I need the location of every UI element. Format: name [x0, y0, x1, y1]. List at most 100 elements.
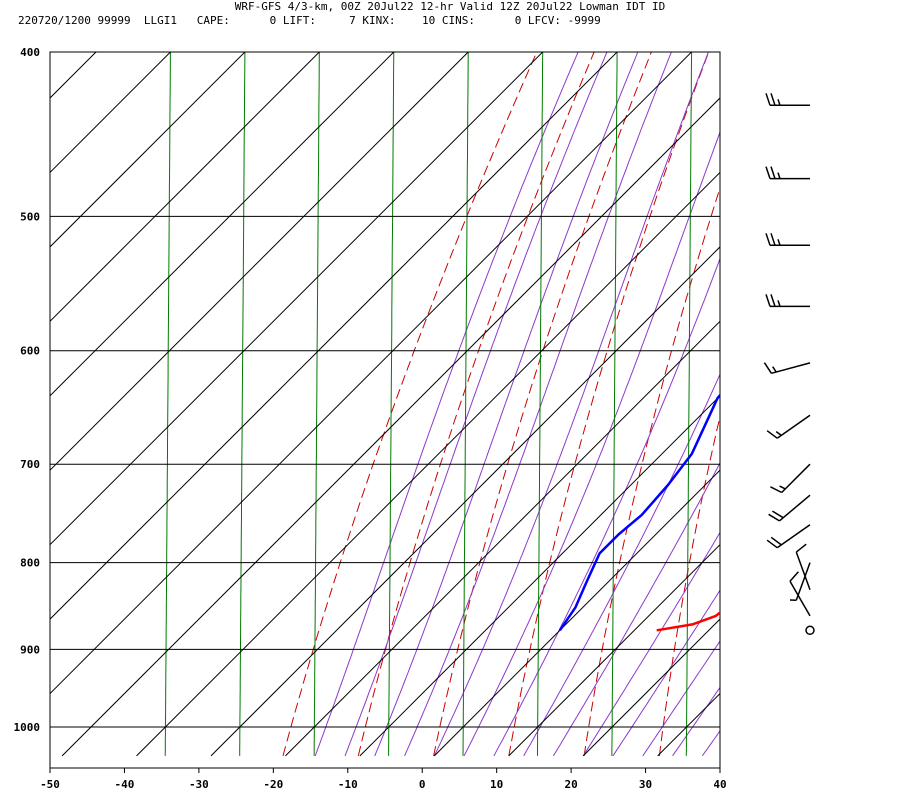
x-tick-label: 10	[490, 778, 503, 791]
barb-half-flag	[777, 99, 781, 106]
barb-staff	[795, 562, 811, 601]
isotherm	[433, 469, 720, 757]
barb-flag	[765, 233, 771, 246]
barb-flag	[770, 166, 776, 179]
wind-barb	[770, 463, 811, 494]
y-tick-label: 400	[20, 46, 40, 59]
isotherm	[50, 52, 246, 248]
barb-flag	[765, 93, 771, 106]
dry-adiabat	[885, 33, 900, 756]
wind-barb	[765, 294, 810, 308]
isotherm	[50, 52, 321, 323]
wind-barb	[789, 571, 811, 617]
barb-staff	[789, 580, 811, 617]
mixing-ratio-line	[239, 52, 246, 756]
barb-half-flag	[777, 239, 781, 246]
x-tick-label: 30	[639, 778, 652, 791]
isotherm	[50, 52, 172, 174]
mixing-ratio-line	[537, 52, 544, 756]
mixing-ratio-line	[388, 52, 395, 756]
barb-staff	[778, 494, 811, 522]
barb-flag	[789, 571, 799, 582]
y-tick-label: 800	[20, 557, 40, 570]
moist-adiabat	[463, 130, 720, 757]
barb-flag	[772, 510, 784, 519]
isotherm	[136, 171, 720, 757]
barb-flag	[770, 233, 776, 246]
moist-adiabat	[344, 52, 608, 757]
mixing-ratio-line	[761, 33, 766, 756]
wind-barb	[766, 524, 811, 549]
barb-staff	[771, 362, 811, 375]
isotherm	[50, 52, 97, 99]
isotherm	[508, 543, 720, 757]
moist-adiabat	[433, 52, 709, 757]
dry-adiabat	[658, 414, 720, 756]
moist-adiabat	[612, 589, 720, 757]
moist-adiabat	[374, 52, 639, 757]
dry-adiabat	[583, 186, 720, 756]
x-tick-label: 40	[713, 778, 726, 791]
isotherm	[50, 52, 469, 471]
plot-frame	[49, 51, 721, 769]
temperature-profile	[656, 611, 720, 632]
wind-barb	[763, 362, 811, 375]
moist-adiabat	[642, 640, 720, 757]
barb-flag	[766, 539, 778, 549]
x-tick-label: -20	[263, 778, 283, 791]
mixing-ratio-line	[611, 52, 618, 756]
moist-adiabat	[701, 730, 720, 757]
moist-adiabat	[732, 33, 900, 756]
x-tick-label: -30	[189, 778, 209, 791]
barb-half-flag	[775, 430, 782, 437]
isotherm	[359, 395, 720, 757]
moist-adiabat	[493, 257, 720, 757]
x-tick-label: -50	[40, 778, 60, 791]
barb-half-flag	[777, 300, 781, 307]
barb-flag	[766, 430, 778, 439]
isotherm	[285, 320, 720, 757]
mixing-ratio-line	[835, 33, 840, 756]
wind-barb	[765, 166, 810, 180]
isotherm	[50, 52, 693, 695]
barb-flag	[770, 294, 776, 307]
barb-flag	[770, 486, 783, 494]
barb-flag	[765, 294, 771, 307]
isotherm	[657, 692, 720, 757]
barb-flag	[768, 513, 780, 522]
stability-indices: 220720/1200 99999 LLGI1 CAPE: 0 LIFT: 7 …	[18, 14, 601, 27]
y-tick-label: 900	[20, 643, 40, 656]
x-tick-label: 0	[419, 778, 426, 791]
barb-staff	[776, 414, 811, 439]
wind-barb	[765, 93, 810, 107]
isotherm	[50, 52, 395, 397]
barb-flag	[763, 362, 773, 374]
isotherm	[582, 618, 720, 757]
moist-adiabat	[404, 52, 672, 757]
mixing-ratio-line	[164, 52, 171, 756]
barb-flag	[795, 543, 807, 553]
barb-half-flag	[777, 172, 781, 179]
wind-barb	[805, 625, 815, 636]
barb-staff	[781, 463, 811, 494]
dry-adiabat	[357, 52, 595, 757]
chart-title: WRF-GFS 4/3-km, 00Z 20Jul22 12-hr Valid …	[234, 0, 666, 13]
moist-adiabat	[523, 373, 720, 757]
wind-barb	[766, 414, 811, 439]
wind-barb	[768, 494, 811, 522]
y-tick-label: 500	[20, 210, 40, 223]
x-tick-label: 20	[564, 778, 577, 791]
wind-barb	[765, 233, 810, 247]
barb-half-flag	[779, 485, 786, 490]
x-tick-label: -40	[115, 778, 135, 791]
dry-adiabat	[810, 33, 900, 756]
calm-circle	[805, 625, 815, 636]
barb-staff	[795, 551, 811, 590]
barb-half-flag	[772, 366, 777, 373]
dewpoint-profile	[558, 393, 720, 632]
y-tick-label: 700	[20, 458, 40, 471]
barb-flag	[770, 93, 776, 106]
dry-adiabat	[433, 52, 652, 757]
wind-barb	[795, 543, 811, 590]
isotherm	[50, 52, 618, 620]
